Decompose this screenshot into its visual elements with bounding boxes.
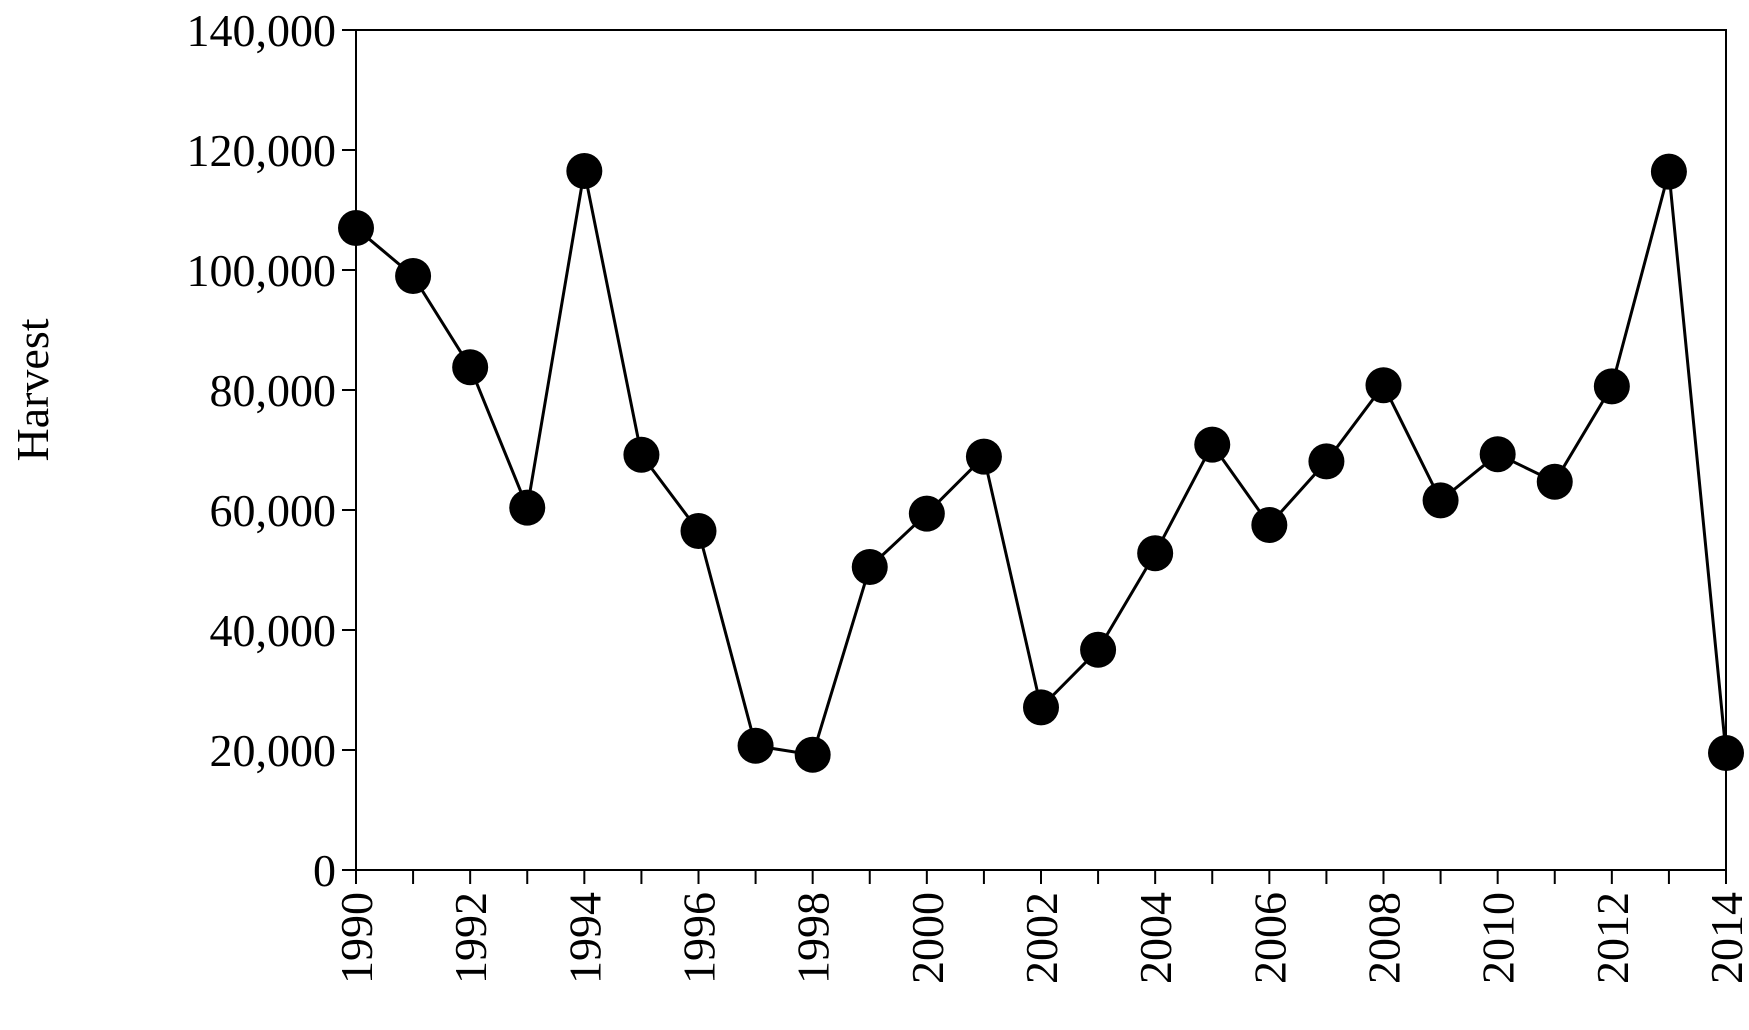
x-axis-tick-labels: 1990 1992 1994 1996 1998 2000 2002 2004 2006 2008… bbox=[331, 892, 1749, 984]
y-tick-label: 20,000 bbox=[210, 725, 337, 776]
data-point bbox=[395, 258, 432, 294]
x-tick-label: 1994 bbox=[559, 892, 610, 984]
data-point bbox=[851, 549, 888, 585]
data-point bbox=[1365, 367, 1402, 404]
data-point bbox=[509, 489, 546, 526]
x-tick-label: 1998 bbox=[788, 892, 839, 984]
data-point bbox=[1080, 631, 1117, 668]
data-point bbox=[908, 495, 945, 532]
data-point bbox=[1536, 463, 1573, 500]
y-tick-label: 120,000 bbox=[187, 125, 337, 176]
data-point bbox=[1422, 482, 1459, 519]
x-tick-label: 2000 bbox=[902, 892, 953, 984]
data-point bbox=[1593, 368, 1630, 405]
data-point bbox=[1251, 507, 1288, 543]
data-point bbox=[452, 349, 489, 386]
data-point bbox=[1708, 735, 1744, 771]
plot-frame bbox=[355, 29, 1727, 871]
data-point bbox=[1023, 689, 1059, 726]
y-tick-label: 60,000 bbox=[210, 485, 337, 536]
y-axis-tick-labels: 0 20,000 40,000 60,000 80,000 100,000 120,000 1… bbox=[187, 5, 337, 896]
data-point bbox=[1479, 436, 1516, 473]
plot-area bbox=[355, 29, 1727, 871]
y-tick-label: 40,000 bbox=[210, 605, 337, 656]
y-tick-label: 0 bbox=[313, 845, 336, 896]
data-point bbox=[794, 736, 831, 773]
x-tick-label: 2006 bbox=[1244, 892, 1295, 984]
series-line bbox=[355, 170, 1728, 757]
x-tick-label: 2002 bbox=[1016, 892, 1067, 984]
data-point bbox=[1137, 535, 1174, 572]
x-tick-label: 2004 bbox=[1130, 892, 1181, 984]
data-point bbox=[737, 727, 774, 764]
x-tick-label: 2014 bbox=[1701, 892, 1749, 984]
data-point bbox=[623, 436, 660, 473]
data-point bbox=[338, 210, 374, 246]
series-group bbox=[338, 153, 1744, 773]
y-axis-ticks bbox=[342, 29, 356, 871]
x-tick-label: 2008 bbox=[1359, 892, 1410, 984]
data-point bbox=[566, 153, 603, 189]
y-tick-label: 100,000 bbox=[187, 245, 337, 296]
y-axis-title: Harvest bbox=[7, 318, 58, 461]
y-tick-label: 140,000 bbox=[187, 5, 337, 56]
x-tick-label: 1996 bbox=[674, 892, 725, 984]
y-tick-label: 80,000 bbox=[210, 365, 337, 416]
x-axis-ticks bbox=[355, 870, 1727, 884]
data-point bbox=[1194, 426, 1231, 463]
data-point bbox=[965, 438, 1002, 475]
x-tick-label: 2010 bbox=[1473, 892, 1524, 984]
data-point bbox=[1650, 153, 1687, 190]
x-tick-label: 1992 bbox=[445, 892, 496, 984]
data-point bbox=[1308, 443, 1345, 480]
data-point bbox=[680, 513, 717, 549]
x-tick-label: 2012 bbox=[1587, 892, 1638, 984]
x-tick-label: 1990 bbox=[331, 892, 382, 984]
